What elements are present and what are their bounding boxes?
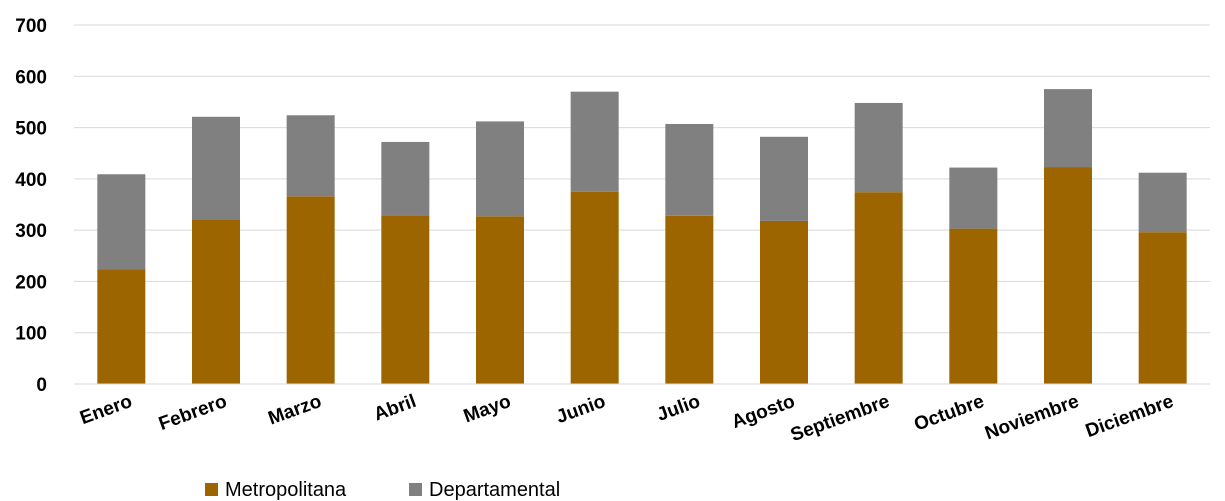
bar-departamental-diciembre (1138, 172, 1187, 233)
bar-departamental-mayo (476, 121, 524, 217)
bar-departamental-julio (665, 123, 714, 216)
y-tick-label: 600 (15, 67, 47, 88)
x-axis-ticks: Enero Febrero Marzo Abril Mayo Junio Julio Agos… (77, 391, 1176, 446)
x-tick-label: Septiembre (788, 391, 892, 446)
y-tick-label: 0 (36, 375, 47, 396)
bar-metropolitana-marzo (286, 196, 335, 384)
bar-metropolitana-julio (665, 215, 714, 384)
legend-swatch-departamental (409, 483, 422, 496)
legend: Metropolitana Departamental (205, 479, 560, 501)
bar-departamental-abril (381, 141, 430, 216)
y-tick-label: 300 (15, 221, 47, 242)
bar-metropolitana-octubre (949, 228, 998, 384)
x-tick-label: Enero (77, 391, 135, 429)
y-axis-ticks: 0 100 200 300 400 500 600 700 (15, 16, 47, 396)
bar-departamental-marzo (286, 115, 335, 197)
bar-departamental-febrero (192, 116, 240, 220)
y-tick-label: 500 (15, 119, 47, 140)
bar-departamental-junio (570, 91, 619, 192)
bar-metropolitana-junio (570, 191, 619, 384)
x-tick-label: Octubre (911, 391, 987, 436)
x-tick-label: Marzo (266, 391, 325, 430)
x-tick-label: Diciembre (1083, 391, 1177, 442)
bar-metropolitana-abril (381, 215, 430, 384)
bar-metropolitana-agosto (760, 220, 808, 384)
y-tick-label: 200 (15, 272, 47, 293)
bars (97, 89, 1187, 384)
bar-departamental-noviembre (1044, 89, 1092, 168)
bar-departamental-agosto (760, 136, 808, 221)
x-tick-label: Junio (554, 391, 609, 428)
legend-swatch-metropolitana (205, 483, 218, 496)
gridlines (74, 24, 1210, 334)
x-tick-label: Mayo (461, 391, 514, 427)
bar-metropolitana-septiembre (854, 192, 903, 384)
legend-label-departamental: Departamental (429, 479, 560, 501)
x-tick-label: Febrero (156, 391, 230, 435)
bar-departamental-septiembre (854, 102, 903, 193)
bar-departamental-octubre (949, 167, 998, 229)
y-tick-label: 700 (15, 16, 47, 37)
bar-metropolitana-enero (97, 269, 146, 384)
x-tick-label: Julio (654, 391, 703, 426)
bar-metropolitana-mayo (476, 216, 524, 384)
bar-departamental-enero (97, 174, 146, 270)
legend-label-metropolitana: Metropolitana (225, 479, 347, 501)
x-tick-label: Noviembre (982, 391, 1081, 444)
bar-metropolitana-noviembre (1044, 167, 1092, 384)
bar-metropolitana-diciembre (1138, 232, 1187, 384)
y-tick-label: 400 (15, 170, 47, 191)
x-tick-label: Abril (371, 391, 419, 426)
bar-metropolitana-febrero (192, 219, 240, 384)
y-tick-label: 100 (15, 324, 47, 345)
